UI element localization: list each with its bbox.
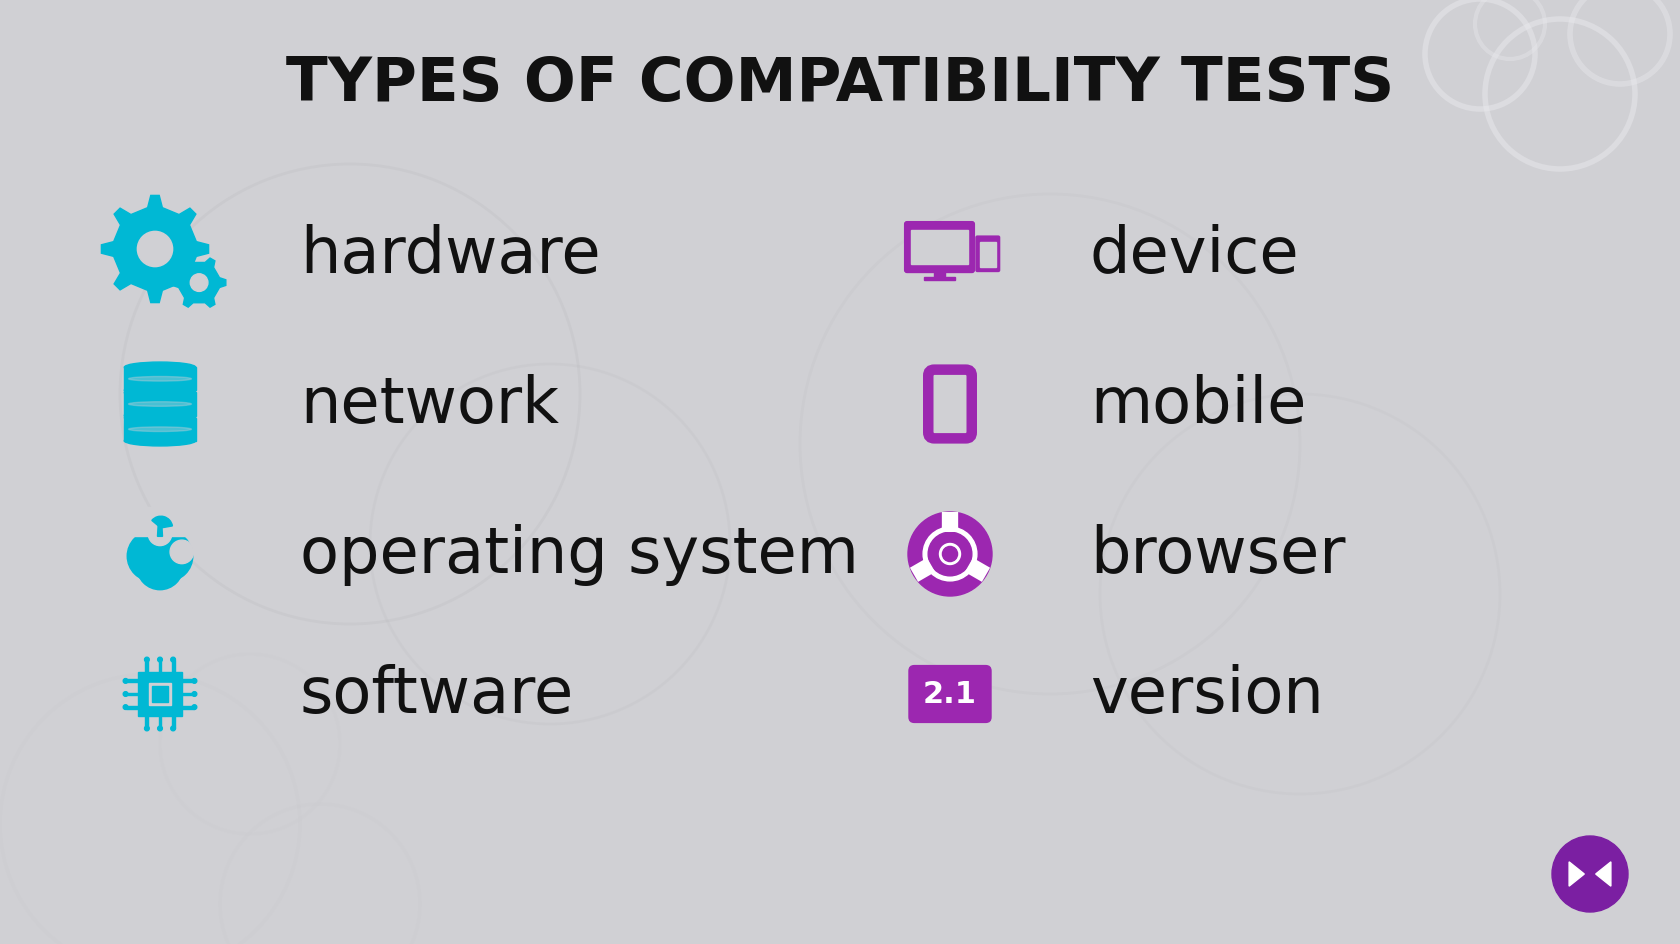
Circle shape [144, 658, 150, 662]
Circle shape [123, 692, 128, 697]
Circle shape [170, 541, 193, 565]
Circle shape [922, 528, 976, 582]
Ellipse shape [124, 411, 195, 421]
Text: version: version [1089, 664, 1322, 725]
Ellipse shape [124, 386, 195, 396]
Circle shape [128, 531, 178, 582]
Bar [934, 270, 944, 280]
Ellipse shape [128, 428, 192, 432]
Ellipse shape [124, 413, 195, 424]
Circle shape [942, 547, 958, 562]
FancyBboxPatch shape [974, 236, 1000, 273]
Circle shape [144, 726, 150, 731]
Bar [124, 418, 195, 441]
Text: software: software [299, 664, 575, 725]
Bar [171, 660, 175, 672]
Ellipse shape [128, 402, 192, 407]
Circle shape [939, 544, 959, 565]
Ellipse shape [124, 362, 195, 373]
Bar [138, 672, 181, 716]
Circle shape [171, 726, 175, 731]
Bar [181, 693, 195, 696]
Circle shape [123, 705, 128, 710]
Text: mobile: mobile [1089, 374, 1305, 435]
Bar [126, 680, 138, 683]
FancyBboxPatch shape [904, 222, 974, 274]
Ellipse shape [128, 377, 192, 381]
Text: hardware: hardware [299, 224, 600, 286]
Wedge shape [151, 516, 173, 529]
Circle shape [1551, 836, 1626, 912]
Circle shape [192, 705, 197, 710]
Bar [181, 706, 195, 709]
Circle shape [143, 531, 193, 582]
Bar [146, 716, 148, 729]
Bar [911, 230, 968, 265]
Polygon shape [1567, 862, 1583, 886]
Bar [126, 706, 138, 709]
Text: operating system: operating system [299, 523, 858, 585]
Bar [153, 686, 168, 702]
Bar [146, 660, 148, 672]
Polygon shape [158, 523, 163, 537]
FancyBboxPatch shape [907, 666, 991, 723]
Text: TYPES OF COMPATIBILITY TESTS: TYPES OF COMPATIBILITY TESTS [286, 56, 1393, 114]
Circle shape [927, 532, 971, 576]
Circle shape [136, 544, 183, 590]
Circle shape [158, 658, 163, 662]
Bar [922, 278, 954, 281]
Bar [181, 680, 195, 683]
Bar [171, 716, 175, 729]
Bar [118, 508, 202, 537]
Bar [148, 683, 171, 705]
Circle shape [171, 658, 175, 662]
Bar [158, 660, 161, 672]
Text: browser: browser [1089, 523, 1344, 585]
Bar [158, 716, 161, 729]
Circle shape [192, 679, 197, 683]
Circle shape [123, 679, 128, 683]
Circle shape [907, 513, 991, 597]
Bar [126, 693, 138, 696]
Ellipse shape [124, 436, 195, 447]
Polygon shape [1594, 862, 1609, 886]
Text: network: network [299, 374, 559, 435]
Bar [124, 393, 195, 416]
Polygon shape [173, 259, 225, 308]
Bar [944, 379, 954, 382]
Bar [937, 385, 961, 425]
Circle shape [148, 523, 171, 546]
Text: 2.1: 2.1 [922, 680, 976, 709]
Bar [979, 243, 995, 268]
Circle shape [192, 692, 197, 697]
Polygon shape [101, 196, 208, 303]
Ellipse shape [124, 388, 195, 398]
Circle shape [138, 232, 173, 267]
Circle shape [158, 726, 163, 731]
Circle shape [190, 275, 208, 292]
Text: device: device [1089, 224, 1299, 286]
Circle shape [946, 426, 953, 431]
Bar [124, 368, 195, 391]
